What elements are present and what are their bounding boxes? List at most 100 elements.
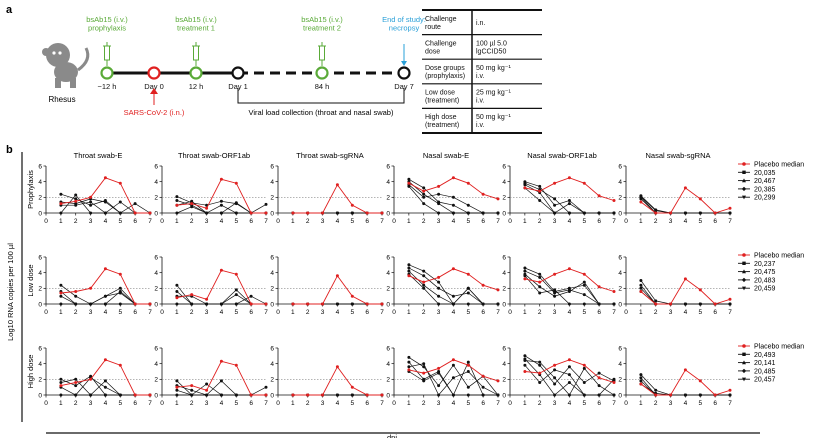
data-point [103,176,107,180]
timepoint-marker [100,66,114,80]
data-point [567,381,571,384]
data-point [553,211,557,215]
data-point [567,211,571,215]
legend-label: 20,467 [754,178,776,185]
x-tick-label: 3 [437,218,441,225]
row-label: Low dose [26,264,35,296]
panel-b-label: b [6,144,13,156]
data-point [639,195,643,199]
table-key: High dose (treatment) [425,114,459,129]
data-point [190,384,194,388]
x-tick-label: 4 [568,309,572,316]
data-point [422,195,426,199]
data-point [205,211,209,215]
data-point [175,211,179,215]
timeline: −12 h bsAb15 (i.v.) prophylaxis Day 0 12 h bs… [86,15,426,91]
x-tick-label: 6 [713,218,717,225]
x-tick-label: 0 [44,309,48,316]
data-point [553,368,557,372]
legend-item: 20,475 [738,269,776,276]
x-tick-label: 0 [44,400,48,407]
legend-label: 20,493 [754,352,776,359]
series-line [60,291,150,305]
x-tick-label: 3 [321,400,325,407]
x-tick-label: 0 [160,218,164,225]
column-title: Nasal swab-sgRNA [645,151,710,160]
data-point [422,269,426,273]
y-tick-label: 2 [618,377,622,384]
data-point [407,266,411,270]
column-title: Nasal swab-E [423,151,469,160]
x-tick-label: 1 [523,309,527,316]
data-point [118,286,122,290]
data-point [175,195,179,199]
data-point [683,277,687,281]
data-point [407,365,411,369]
data-point [133,302,137,306]
timepoint-label: Day 0 [144,82,164,91]
data-point [639,283,643,287]
series-line [60,291,150,305]
x-axis-label: dpi [387,433,397,438]
legend-item: 20,299 [738,195,776,202]
data-point [59,211,63,215]
x-tick-label: 5 [698,400,702,407]
data-point [728,211,732,215]
data-point [350,302,354,306]
y-tick-label: 4 [502,361,506,368]
legend-marker [742,261,746,265]
series-line [524,182,614,214]
y-tick-label: 6 [154,345,158,352]
data-point [103,379,107,383]
data-point [567,365,571,369]
data-point [365,302,369,306]
table-key: Challenge route [425,16,457,31]
data-point [59,202,63,206]
data-point [437,286,441,290]
x-tick-label: 5 [350,309,354,316]
data-point [437,202,441,206]
rhesus-monkey-icon [42,43,90,88]
subplot: 0 2 4 6 0 1 2 3 4 5 6 7 [270,254,384,316]
data-point [365,211,369,215]
y-tick-label: 0 [154,210,158,217]
x-tick-label: 5 [234,400,238,407]
subplot: 0 2 4 6 0 1 2 3 4 5 6 7 [386,254,500,316]
legend-marker [742,377,746,382]
y-tick-label: 6 [618,345,622,352]
data-point [234,363,238,367]
subplot: 0 2 4 6 0 1 2 3 4 5 6 7 [502,163,616,225]
data-point [422,274,426,278]
data-point [728,297,732,301]
data-point [713,211,717,215]
data-point [74,302,78,306]
data-point [451,267,455,271]
data-point [148,393,152,397]
y-tick-label: 4 [502,179,506,186]
legend-label: 20,237 [754,261,776,268]
data-point [219,379,223,383]
x-tick-label: 4 [220,400,224,407]
data-point [669,211,673,215]
x-tick-label: 0 [624,309,628,316]
data-point [175,393,179,397]
x-tick-label: 5 [350,218,354,225]
timepoint-label: 12 h [189,82,204,91]
data-point [190,205,194,209]
data-point [496,393,500,397]
series-line [292,183,382,214]
data-point [306,393,310,397]
table-key: Dose groups (prophylaxis) [425,65,465,80]
data-point [538,285,542,289]
data-point [451,294,455,298]
legend-label: 20,141 [754,360,776,367]
legend-label: 20,475 [754,269,776,276]
column-title: Nasal swab-ORF1ab [527,151,597,160]
panel-a: a Rhesus −12 h bsAb15 (i.v.) prophylaxis Da… [6,4,542,134]
data-point [306,211,310,215]
data-point [553,291,557,295]
data-point [538,363,542,367]
subplot: 0 2 4 6 0 1 2 3 4 5 6 7 [154,345,268,407]
y-tick-label: 0 [386,301,390,308]
x-tick-label: 0 [392,218,396,225]
